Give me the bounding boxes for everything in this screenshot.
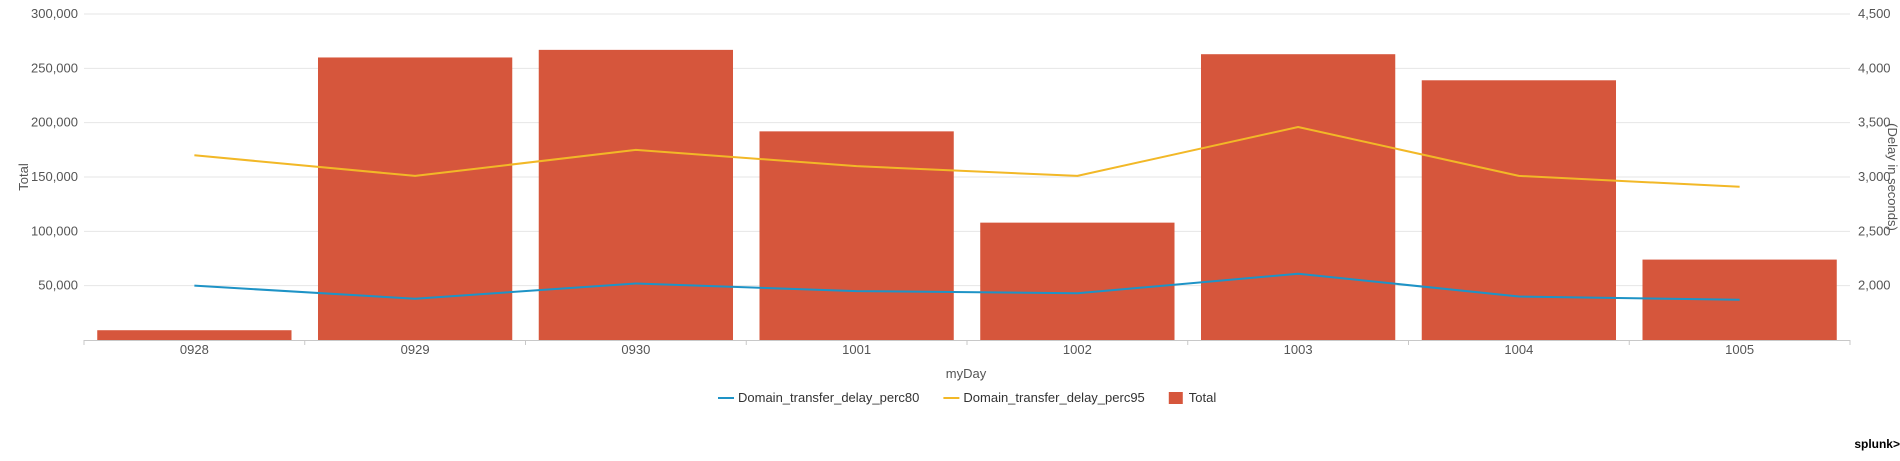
x-axis-title: myDay: [946, 366, 987, 381]
y-tick-label: 250,000: [31, 60, 78, 75]
legend[interactable]: Domain_transfer_delay_perc80 Domain_trans…: [718, 390, 1216, 405]
line-Domain_transfer_delay_perc95[interactable]: [194, 126, 1740, 188]
y-axis-title: Total: [16, 163, 31, 191]
bar-total[interactable]: [759, 131, 954, 340]
bar-total[interactable]: [97, 330, 292, 340]
bar-total[interactable]: [1421, 80, 1617, 340]
y-tick-label: 150,000: [31, 169, 78, 184]
legend-item[interactable]: Domain_transfer_delay_perc80: [718, 390, 919, 405]
y2-tick-label: 2,000: [1858, 278, 1891, 293]
y-tick-label: 50,000: [38, 278, 78, 293]
y2-tick-label: 4,500: [1858, 6, 1891, 21]
x-tick-label: 1003: [1284, 342, 1313, 357]
legend-label: Total: [1189, 390, 1217, 405]
legend-item[interactable]: Domain_transfer_delay_perc95: [943, 390, 1145, 405]
x-tick-label: 1002: [1063, 342, 1092, 357]
y-tick-label: 300,000: [31, 6, 78, 21]
legend-swatch-bar: [1168, 392, 1183, 404]
x-tick-label: 0929: [401, 342, 430, 357]
y2-tick-label: 2,500: [1858, 223, 1891, 238]
legend-label: Domain_transfer_delay_perc95: [963, 390, 1144, 405]
legend-item[interactable]: Total: [1168, 390, 1217, 405]
x-tick-label: 1001: [842, 342, 871, 357]
y2-tick-label: 4,000: [1858, 60, 1891, 75]
x-tick-label: 0930: [621, 342, 650, 357]
axes: 50,000 100,000 150,000 200,000 250,000 300,00…: [31, 6, 1891, 357]
splunk-logo: splunk>: [1854, 437, 1900, 451]
bar-total[interactable]: [538, 49, 734, 341]
line-Domain_transfer_delay_perc80[interactable]: [194, 272, 1740, 301]
bar-total[interactable]: [1200, 54, 1396, 340]
y2-axis-title: (Delay in seconds): [1885, 123, 1900, 231]
bar-total[interactable]: [317, 57, 513, 340]
bar-total[interactable]: [980, 222, 1175, 340]
x-tick-label: 1005: [1725, 342, 1754, 357]
legend-label: Domain_transfer_delay_perc80: [738, 390, 919, 405]
y2-tick-label: 3,500: [1858, 115, 1891, 130]
y-tick-label: 100,000: [31, 223, 78, 238]
line-series[interactable]: [194, 126, 1740, 301]
x-tick-label: 0928: [180, 342, 209, 357]
x-tick-label: 1004: [1504, 342, 1533, 357]
y2-tick-label: 3,000: [1858, 169, 1891, 184]
y-tick-label: 200,000: [31, 115, 78, 130]
